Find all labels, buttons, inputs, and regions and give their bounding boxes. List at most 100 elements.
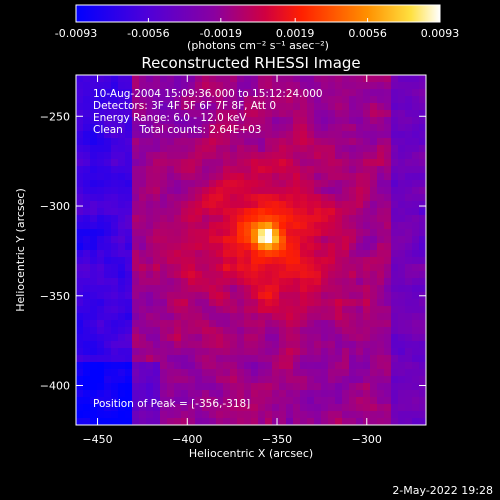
heatmap-cell: [216, 334, 224, 342]
heatmap-cell: [223, 152, 231, 160]
heatmap-cell: [104, 278, 112, 286]
heatmap-cell: [97, 390, 105, 398]
heatmap-cell: [174, 341, 182, 349]
heatmap-cell: [251, 383, 259, 391]
y-tick-label: −350: [40, 290, 70, 303]
heatmap-cell: [307, 236, 315, 244]
heatmap-cell: [125, 222, 133, 230]
heatmap-cell: [139, 236, 147, 244]
heatmap-cell: [216, 131, 224, 139]
heatmap-cell: [300, 222, 308, 230]
heatmap-cell: [139, 145, 147, 153]
heatmap-cell: [293, 285, 301, 293]
heatmap-cell: [111, 341, 119, 349]
heatmap-cell: [363, 348, 371, 356]
heatmap-cell: [377, 117, 385, 125]
heatmap-cell: [76, 222, 84, 230]
heatmap-cell: [181, 390, 189, 398]
heatmap-cell: [230, 124, 238, 132]
heatmap-cell: [146, 236, 154, 244]
heatmap-cell: [174, 236, 182, 244]
heatmap-cell: [272, 110, 280, 118]
heatmap-cell: [111, 145, 119, 153]
heatmap-cell: [244, 334, 252, 342]
heatmap-cell: [139, 327, 147, 335]
heatmap-cell: [237, 187, 245, 195]
heatmap-cell: [216, 173, 224, 181]
heatmap-cell: [76, 187, 84, 195]
heatmap-cell: [90, 257, 98, 265]
heatmap-cell: [370, 180, 378, 188]
heatmap-cell: [328, 229, 336, 237]
heatmap-cell: [174, 131, 182, 139]
heatmap-cell: [174, 369, 182, 377]
heatmap-cell: [188, 75, 196, 83]
heatmap-cell: [314, 152, 322, 160]
heatmap-cell: [230, 369, 238, 377]
heatmap-cell: [97, 75, 105, 83]
heatmap-cell: [349, 264, 357, 272]
heatmap-cell: [167, 341, 175, 349]
heatmap-cell: [251, 250, 259, 258]
heatmap-cell: [83, 306, 91, 314]
heatmap-cell: [160, 89, 168, 97]
heatmap-cell: [111, 313, 119, 321]
heatmap-cell: [167, 131, 175, 139]
heatmap-cell: [398, 250, 406, 258]
heatmap-cell: [328, 96, 336, 104]
heatmap-cell: [251, 348, 259, 356]
heatmap-cell: [223, 75, 231, 83]
heatmap-cell: [174, 215, 182, 223]
heatmap-cell: [181, 404, 189, 412]
heatmap-cell: [237, 229, 245, 237]
heatmap-cell: [356, 243, 364, 251]
heatmap-cell: [335, 285, 343, 293]
heatmap-cell: [391, 222, 399, 230]
heatmap-cell: [237, 215, 245, 223]
heatmap-cell: [279, 404, 287, 412]
heatmap-cell: [76, 103, 84, 111]
heatmap-cell: [195, 159, 203, 167]
heatmap-cell: [258, 208, 266, 216]
heatmap-cell: [272, 383, 280, 391]
heatmap-cell: [328, 201, 336, 209]
heatmap-cell: [209, 152, 217, 160]
heatmap-cell: [251, 166, 259, 174]
heatmap-cell: [321, 320, 329, 328]
heatmap-cell: [342, 327, 350, 335]
heatmap-cell: [202, 362, 210, 370]
heatmap-cell: [118, 355, 126, 363]
heatmap-cell: [230, 215, 238, 223]
heatmap-cell: [412, 355, 420, 363]
heatmap-cell: [132, 187, 140, 195]
heatmap-cell: [83, 369, 91, 377]
heatmap-cell: [272, 173, 280, 181]
heatmap-cell: [83, 201, 91, 209]
heatmap-cell: [216, 306, 224, 314]
heatmap-cell: [195, 376, 203, 384]
heatmap-cell: [272, 145, 280, 153]
heatmap-cell: [174, 313, 182, 321]
heatmap-cell: [153, 390, 161, 398]
heatmap-cell: [405, 229, 413, 237]
heatmap-cell: [265, 306, 273, 314]
heatmap-cell: [300, 369, 308, 377]
heatmap-cell: [132, 306, 140, 314]
heatmap-cell: [412, 208, 420, 216]
heatmap-cell: [111, 411, 119, 419]
heatmap-cell: [279, 320, 287, 328]
heatmap-cell: [300, 194, 308, 202]
heatmap-cell: [90, 187, 98, 195]
heatmap-cell: [363, 306, 371, 314]
heatmap-cell: [97, 187, 105, 195]
heatmap-cell: [188, 327, 196, 335]
heatmap-cell: [251, 397, 259, 405]
heatmap-cell: [223, 145, 231, 153]
colorbar-tick-label: 0.0093: [421, 27, 460, 40]
heatmap-cell: [321, 229, 329, 237]
heatmap-cell: [412, 306, 420, 314]
heatmap-cell: [419, 89, 426, 97]
heatmap-cell: [223, 341, 231, 349]
heatmap-cell: [209, 418, 217, 425]
heatmap-cell: [384, 383, 392, 391]
